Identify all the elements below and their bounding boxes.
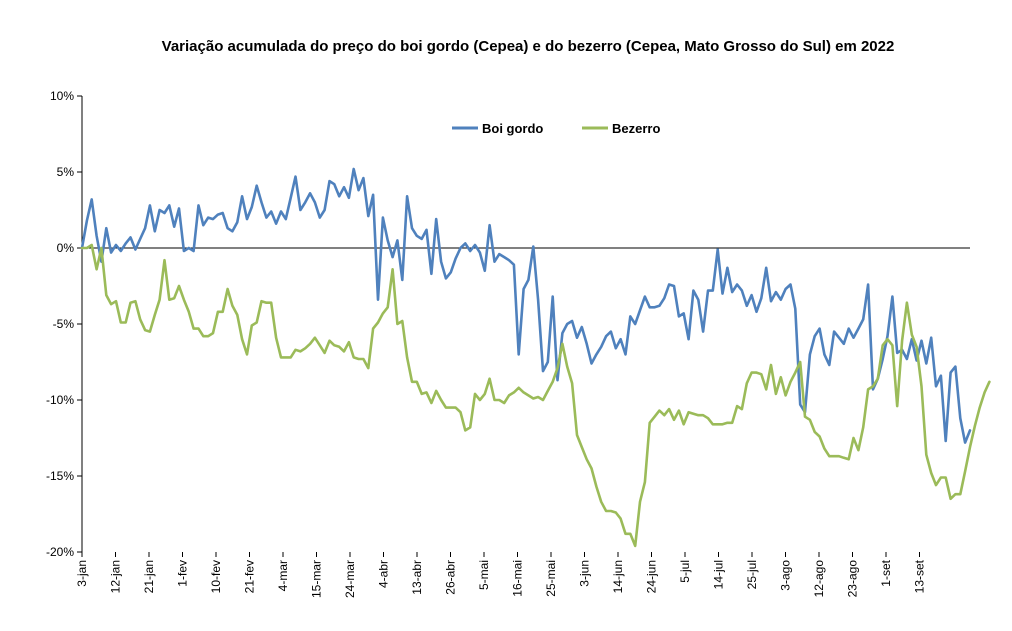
- x-tick-label: 24-mar: [343, 560, 357, 598]
- axes: 10% 5% 0% -5% -10% -15% -20%3-jan 12-jan 21-jan 1…: [46, 89, 970, 598]
- series-group: [80, 167, 991, 548]
- legend-label: Bezerro: [612, 121, 660, 136]
- y-tick-label: 5%: [57, 165, 75, 179]
- legend: Boi gordo Bezerro: [452, 121, 660, 136]
- x-tick-label: 13-abr: [410, 560, 424, 595]
- x-tick-label: 25-mai: [544, 560, 558, 597]
- x-tick-label: 4-mar: [276, 560, 290, 591]
- legend-label: Boi gordo: [482, 121, 543, 136]
- series-line-bezerro: [80, 243, 991, 548]
- x-tick-label: 14-jun: [611, 560, 625, 593]
- x-tick-label: 12-jan: [109, 560, 123, 593]
- x-tick-label: 21-fev: [243, 560, 257, 593]
- x-tick-label: 16-mai: [511, 560, 525, 597]
- x-tick-label: 13-set: [913, 559, 927, 593]
- x-tick-label: 3-jan: [75, 560, 89, 587]
- x-tick-label: 21-jan: [142, 560, 156, 593]
- series-line-boi-gordo: [80, 167, 972, 444]
- x-tick-label: 3-jun: [578, 560, 592, 587]
- x-tick-label: 5-mai: [477, 560, 491, 590]
- x-tick-label: 4-abr: [377, 560, 391, 588]
- x-tick-label: 23-ago: [846, 560, 860, 598]
- x-tick-label: 24-jun: [645, 560, 659, 593]
- x-tick-label: 25-jul: [745, 560, 759, 589]
- x-tick-label: 3-ago: [779, 560, 793, 591]
- x-tick-label: 12-ago: [812, 560, 826, 598]
- x-tick-label: 26-abr: [444, 560, 458, 595]
- x-tick-label: 15-mar: [310, 560, 324, 598]
- y-tick-label: 10%: [50, 89, 74, 103]
- x-tick-label: 5-jul: [678, 560, 692, 583]
- y-tick-label: 0%: [57, 241, 75, 255]
- chart-title: Variação acumulada do preço do boi gordo…: [162, 38, 895, 55]
- y-tick-label: -15%: [46, 469, 74, 483]
- x-tick-label: 1-set: [879, 559, 893, 586]
- y-tick-label: -10%: [46, 393, 74, 407]
- y-tick-label: -20%: [46, 545, 74, 559]
- x-tick-label: 10-fev: [209, 560, 223, 593]
- x-tick-label: 1-fev: [176, 560, 190, 587]
- x-tick-label: 14-jul: [712, 560, 726, 589]
- y-tick-label: -5%: [53, 317, 75, 331]
